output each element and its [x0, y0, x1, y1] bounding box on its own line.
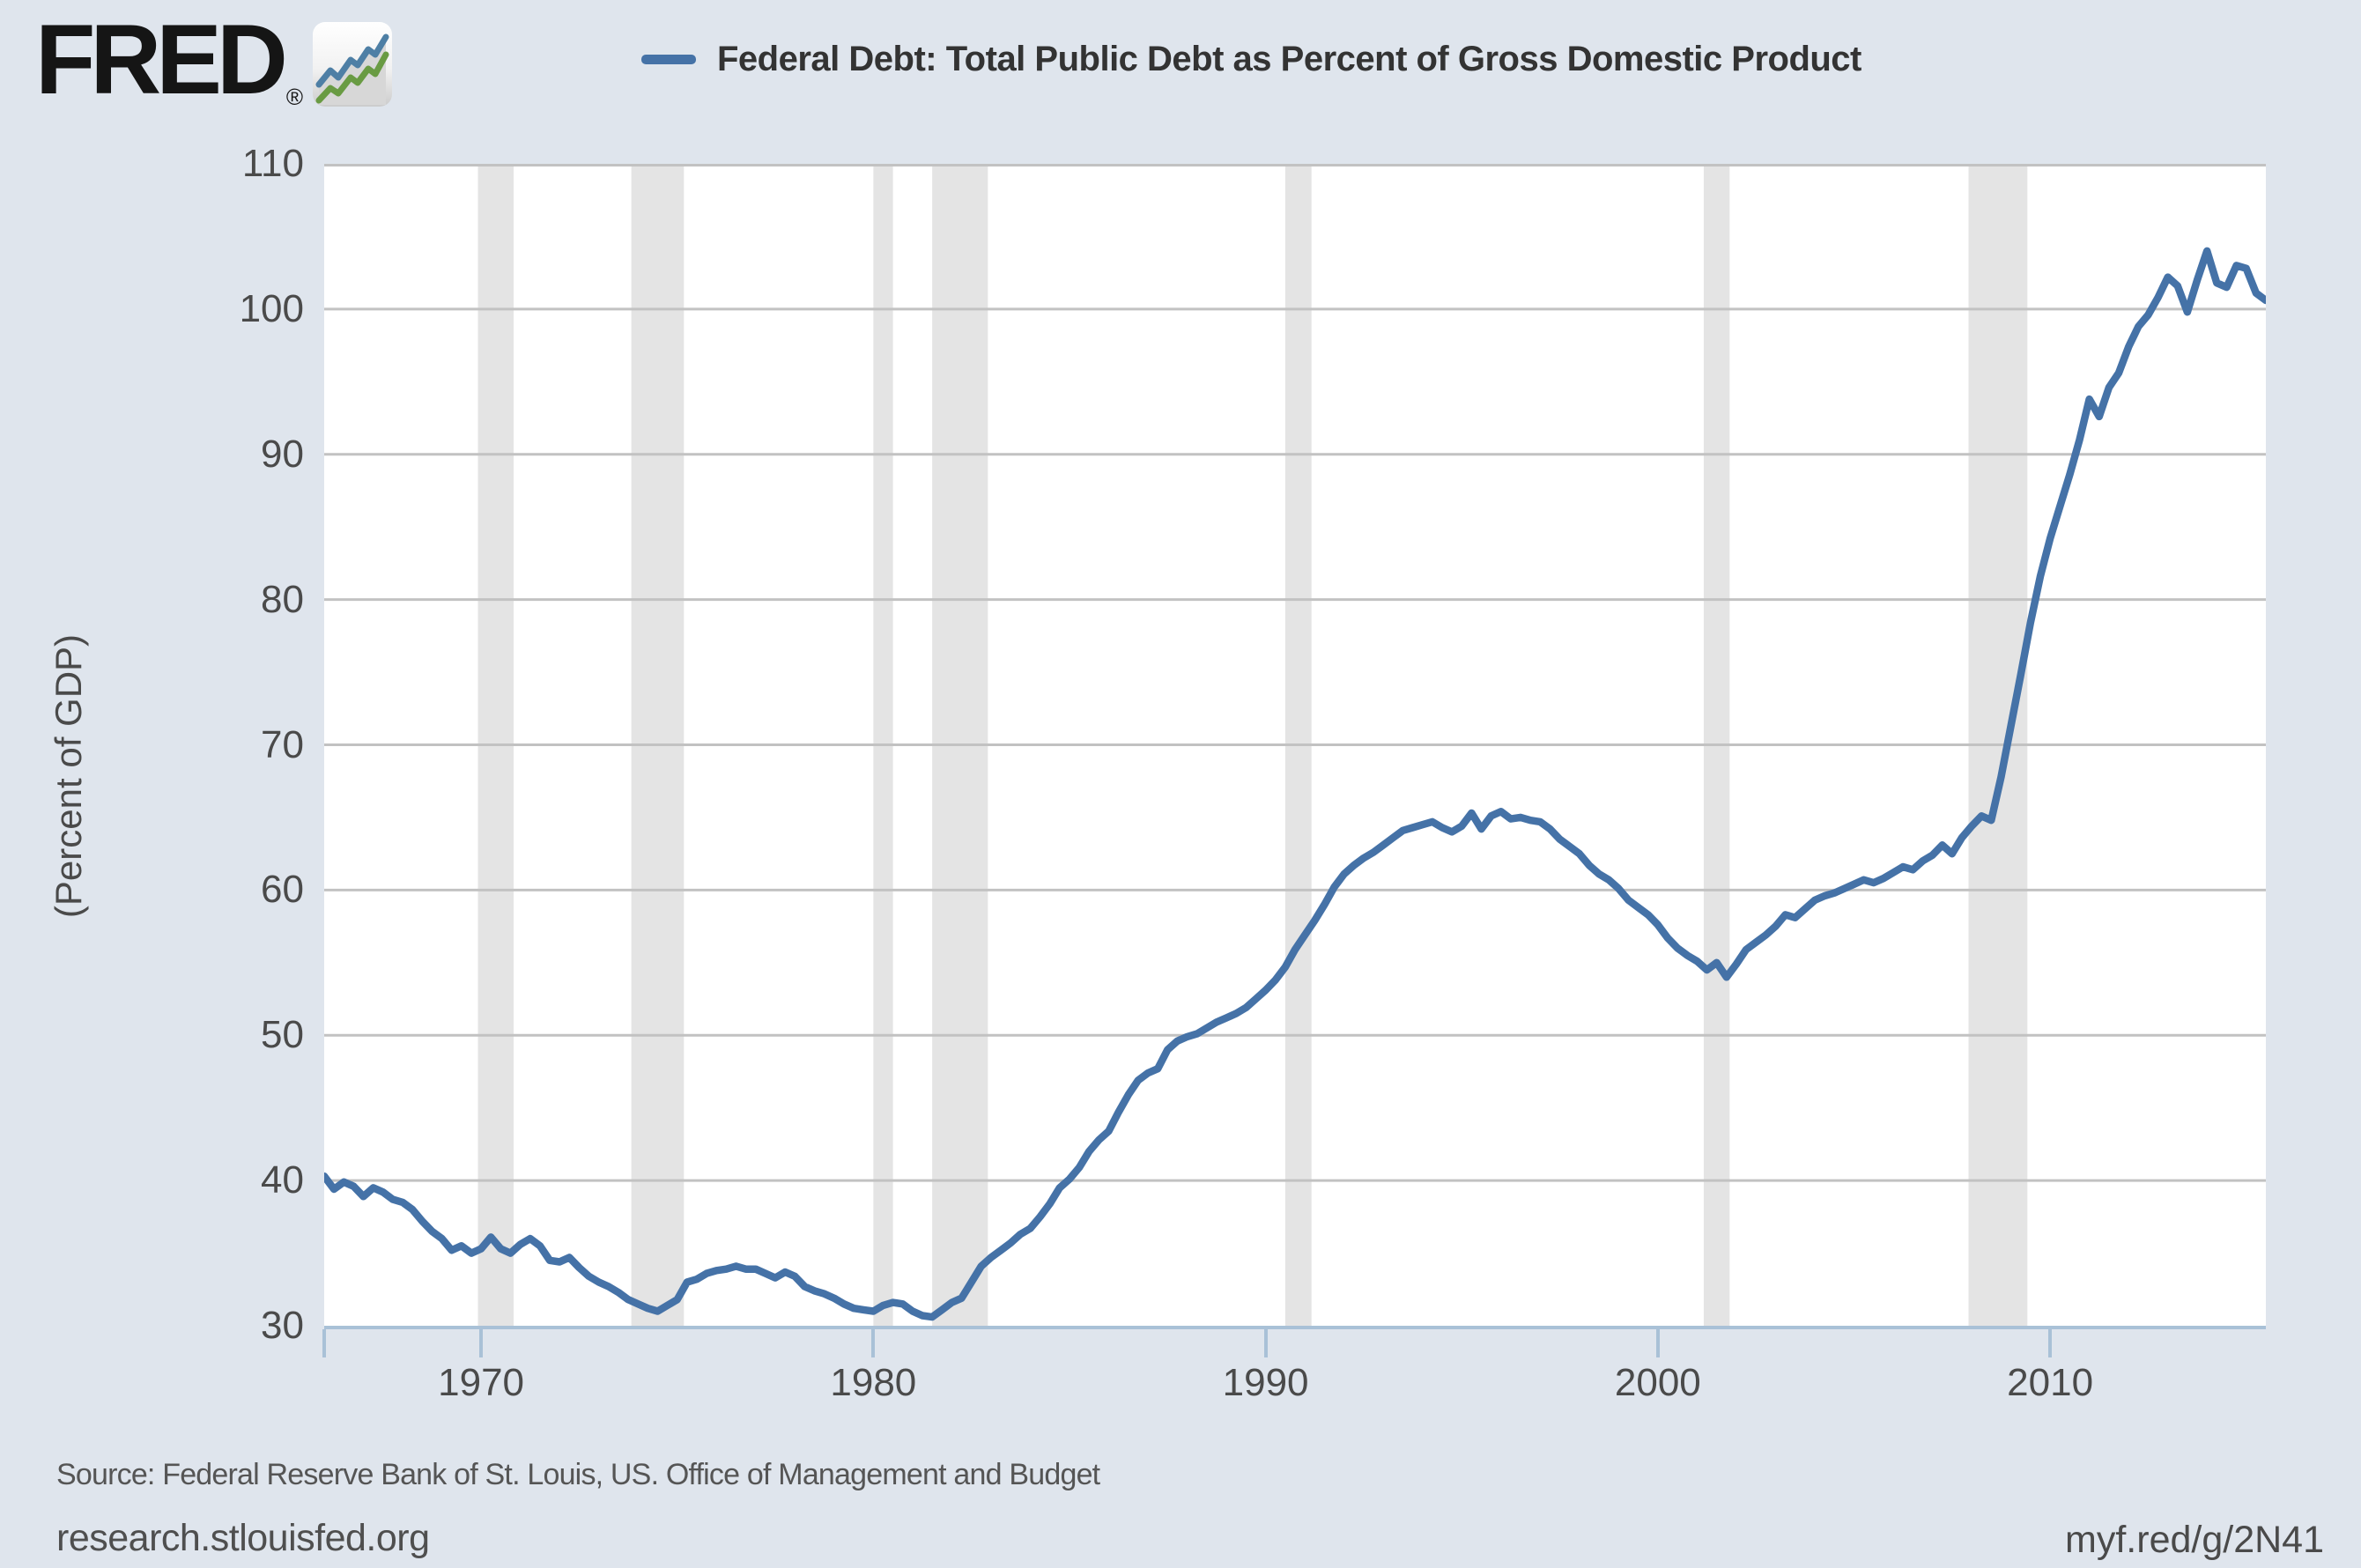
- x-tick-label: 2000: [1614, 1361, 1701, 1404]
- y-tick-label: 80: [261, 577, 304, 621]
- x-axis-tick: [322, 1329, 326, 1357]
- x-axis-line: [324, 1326, 2266, 1329]
- x-axis-tick: [2048, 1329, 2053, 1357]
- registered-trademark: ®: [285, 84, 304, 110]
- y-tick-label: 90: [261, 432, 304, 476]
- site-link[interactable]: research.stlouisfed.org: [56, 1517, 430, 1559]
- shortlink[interactable]: myf.red/g/2N41: [2065, 1519, 2324, 1561]
- y-tick-label: 100: [239, 286, 304, 330]
- legend-line-swatch: [641, 54, 696, 64]
- line-chart: [324, 164, 2266, 1326]
- y-tick-label: 60: [261, 868, 304, 912]
- debt-gdp-line: [324, 247, 2266, 1321]
- plot-area: [324, 164, 2266, 1326]
- x-axis-tick: [1655, 1329, 1660, 1357]
- x-axis-tick: [871, 1329, 876, 1357]
- y-tick-label: 110: [241, 142, 304, 185]
- y-tick-label: 70: [261, 722, 304, 766]
- source-text: Source: Federal Reserve Bank of St. Loui…: [56, 1458, 1100, 1491]
- x-axis-tick: [479, 1329, 484, 1357]
- legend: Federal Debt: Total Public Debt as Perce…: [641, 35, 1861, 83]
- x-tick-label: 2010: [2007, 1361, 2094, 1404]
- x-tick-label: 1970: [438, 1361, 525, 1404]
- y-tick-label: 50: [261, 1013, 304, 1057]
- y-tick-label: 40: [261, 1158, 304, 1202]
- fred-logo: FRED: [35, 4, 288, 115]
- x-tick-label: 1980: [830, 1361, 917, 1404]
- fred-logo-block: FRED ®: [35, 4, 393, 115]
- y-axis-title: (Percent of GDP): [48, 633, 89, 919]
- chart-title: Federal Debt: Total Public Debt as Perce…: [717, 39, 1861, 78]
- x-axis-tick: [1263, 1329, 1268, 1357]
- y-tick-label: 30: [261, 1304, 304, 1347]
- x-tick-label: 1990: [1222, 1361, 1309, 1404]
- fred-sparkline-badge-icon: [313, 22, 393, 107]
